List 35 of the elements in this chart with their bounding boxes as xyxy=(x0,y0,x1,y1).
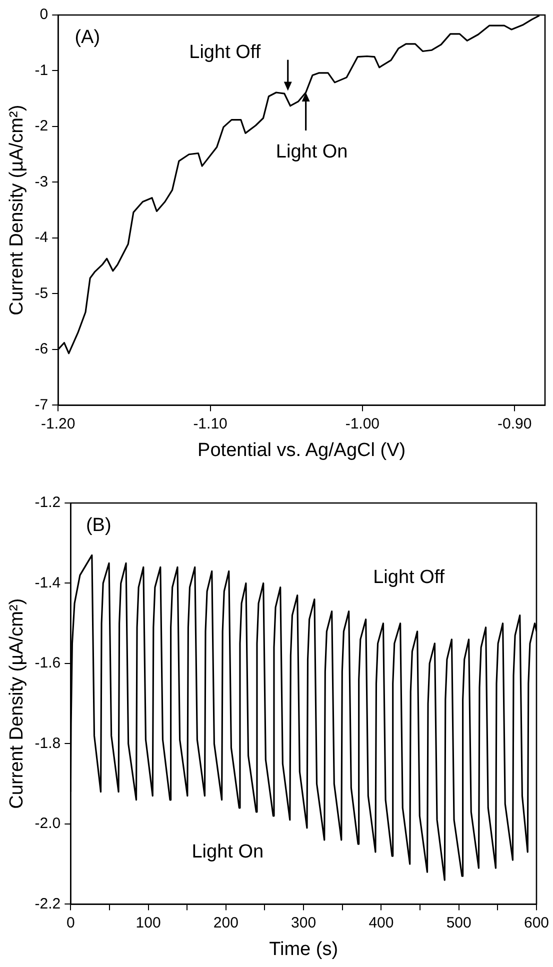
y-tick-label: 0 xyxy=(40,6,48,24)
annotation: (A) xyxy=(74,26,100,48)
x-axis-title: Potential vs. Ag/AgCl (V) xyxy=(198,440,406,461)
x-tick-label: -1.20 xyxy=(41,415,76,432)
y-tick-label: -7 xyxy=(34,396,48,414)
y-tick-label: -1.4 xyxy=(34,574,61,592)
annotation: Light Off xyxy=(189,42,262,64)
x-tick-label: 600 xyxy=(524,914,549,932)
y-tick-label: -1 xyxy=(34,62,48,79)
x-tick-label: -1.00 xyxy=(345,415,380,432)
y-tick-label: -1.8 xyxy=(34,734,61,752)
annotation: Light Off xyxy=(373,566,446,588)
x-tick-label: 400 xyxy=(368,914,394,932)
x-tick-label: 500 xyxy=(446,914,472,932)
y-axis-title: Current Density (µA/cm²) xyxy=(6,598,28,809)
x-tick-label: 300 xyxy=(291,914,316,932)
y-tick-label: -4 xyxy=(34,229,48,246)
y-tick-label: -6 xyxy=(34,340,48,358)
x-tick-label: 200 xyxy=(213,914,238,932)
x-tick-label: -0.90 xyxy=(497,415,532,432)
y-tick-label: -2.2 xyxy=(34,895,61,912)
x-axis-title: Time (s) xyxy=(269,938,338,960)
annotation: Light On xyxy=(276,142,348,163)
y-tick-label: -2 xyxy=(34,118,48,135)
annotation: Light On xyxy=(192,842,264,863)
y-axis-title: Current Density (µA/cm²) xyxy=(6,104,28,316)
x-tick-label: -1.10 xyxy=(193,415,228,432)
annotation: (B) xyxy=(86,515,112,536)
y-tick-label: -5 xyxy=(34,284,48,302)
x-tick-label: 100 xyxy=(136,914,161,932)
y-tick-label: -2.0 xyxy=(34,815,61,832)
y-tick-label: -3 xyxy=(34,173,48,190)
x-tick-label: 0 xyxy=(66,914,75,932)
y-tick-label: -1.6 xyxy=(34,654,61,672)
y-tick-label: -1.2 xyxy=(34,494,61,512)
